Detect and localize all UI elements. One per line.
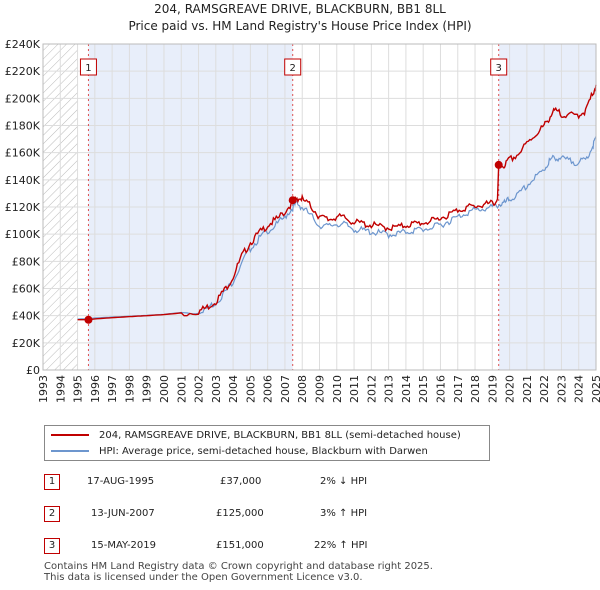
transaction-date: 13-JUN-2007 [91, 508, 155, 519]
x-tick-label: 1993 [37, 375, 50, 403]
footer-line-1: Contains HM Land Registry data © Crown c… [44, 561, 433, 572]
y-tick-label: £60K [12, 283, 41, 296]
y-tick-label: £240K [5, 38, 41, 51]
y-tick-label: £40K [12, 310, 41, 323]
y-tick-label: £220K [5, 65, 41, 78]
x-tick-label: 1994 [54, 375, 67, 403]
x-tick-label: 1996 [89, 375, 102, 403]
y-tick-label: £160K [5, 147, 41, 160]
marker-label-box [490, 58, 508, 76]
x-tick-label: 1998 [123, 375, 136, 403]
x-tick-label: 2004 [227, 375, 240, 403]
transaction-price: £37,000 [220, 476, 262, 487]
y-tick-label: £200K [5, 92, 41, 105]
property-price-line [77, 84, 597, 321]
legend-item-property: 204, RAMSGREAVE DRIVE, BLACKBURN, BB1 8L… [51, 428, 461, 444]
x-tick-label: 2022 [538, 375, 551, 403]
x-tick-label: 2016 [434, 375, 447, 403]
sale-point [84, 315, 93, 324]
x-tick-label: 2012 [365, 375, 378, 403]
legend-label-hpi: HPI: Average price, semi-detached house,… [99, 446, 428, 457]
x-tick-label: 2005 [244, 375, 257, 403]
x-tick-label: 2002 [193, 375, 206, 403]
transaction-number-badge: 3 [44, 538, 60, 554]
y-tick-label: £140K [5, 174, 41, 187]
transaction-date: 17-AUG-1995 [87, 476, 155, 487]
marker-label: 2 [290, 63, 296, 74]
marker-label-box [79, 58, 97, 76]
sale-point [288, 196, 297, 205]
legend-swatch-hpi [51, 450, 89, 452]
marker-label: 3 [496, 63, 502, 74]
legend-label-property: 204, RAMSGREAVE DRIVE, BLACKBURN, BB1 8L… [99, 430, 461, 441]
x-tick-label: 2023 [555, 375, 568, 403]
price-chart: 204, RAMSGREAVE DRIVE, BLACKBURN, BB1 8L… [5, 2, 600, 403]
x-tick-label: 1999 [141, 375, 154, 403]
x-tick-label: 2007 [279, 375, 292, 403]
y-tick-label: £180K [5, 120, 41, 133]
legend-swatch-property [51, 434, 89, 436]
x-tick-label: 1995 [72, 375, 85, 403]
chart-subtitle: Price paid vs. HM Land Registry's House … [128, 19, 471, 33]
legend-item-hpi: HPI: Average price, semi-detached house,… [51, 444, 428, 460]
x-tick-label: 2024 [573, 375, 586, 403]
y-tick-label: £80K [12, 255, 41, 268]
marker-label: 1 [85, 63, 91, 74]
x-tick-label: 1997 [106, 375, 119, 403]
chart-legend: 204, RAMSGREAVE DRIVE, BLACKBURN, BB1 8L… [44, 425, 490, 461]
x-tick-label: 2003 [210, 375, 223, 403]
y-tick-label: £20K [12, 337, 41, 350]
x-tick-label: 2013 [383, 375, 396, 403]
footer-attribution: Contains HM Land Registry data © Crown c… [44, 561, 433, 583]
marker-label-box [284, 58, 302, 76]
y-tick-label: £100K [5, 228, 41, 241]
x-tick-label: 2020 [504, 375, 517, 403]
y-tick-label: £0 [26, 364, 40, 377]
x-tick-label: 2009 [314, 375, 327, 403]
x-tick-label: 2006 [262, 375, 275, 403]
transaction-number-badge: 1 [44, 474, 60, 490]
x-tick-label: 2001 [175, 375, 188, 403]
hpi-line [77, 136, 597, 320]
footer-line-2: This data is licensed under the Open Gov… [44, 572, 363, 583]
transaction-hpi-diff: 2% ↓ HPI [320, 476, 368, 487]
chart-title: 204, RAMSGREAVE DRIVE, BLACKBURN, BB1 8L… [154, 2, 446, 16]
transaction-price: £151,000 [216, 540, 264, 551]
y-tick-label: £120K [5, 201, 41, 214]
x-tick-label: 2025 [590, 375, 600, 403]
x-tick-label: 2017 [452, 375, 465, 403]
transaction-hpi-diff: 3% ↑ HPI [320, 508, 368, 519]
x-tick-label: 2011 [348, 375, 361, 403]
x-tick-label: 2008 [296, 375, 309, 403]
x-tick-label: 2015 [417, 375, 430, 403]
transaction-date: 15-MAY-2019 [91, 540, 157, 551]
sale-point [494, 160, 503, 169]
transaction-price: £125,000 [216, 508, 264, 519]
x-tick-label: 2010 [331, 375, 344, 403]
x-tick-label: 2000 [158, 375, 171, 403]
transaction-number-badge: 2 [44, 506, 60, 522]
x-tick-label: 2021 [521, 375, 534, 403]
table-row: 2 13-JUN-2007 £125,000 3% ↑ HPI [44, 506, 464, 524]
x-tick-label: 2014 [400, 375, 413, 403]
transaction-hpi-diff: 22% ↑ HPI [314, 540, 368, 551]
x-tick-label: 2018 [469, 375, 482, 403]
x-tick-label: 2019 [486, 375, 499, 403]
table-row: 1 17-AUG-1995 £37,000 2% ↓ HPI [44, 474, 464, 492]
table-row: 3 15-MAY-2019 £151,000 22% ↑ HPI [44, 538, 464, 556]
plot-border [42, 43, 597, 371]
